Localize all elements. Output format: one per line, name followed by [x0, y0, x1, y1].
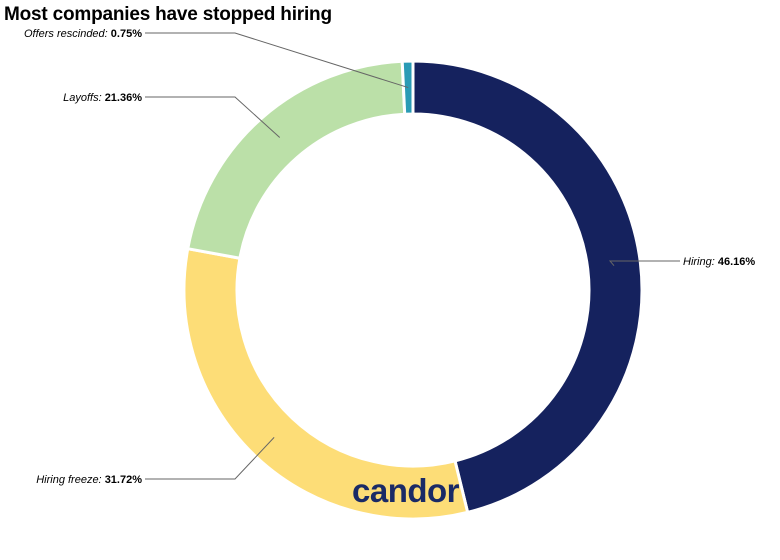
slice-hiring: [411, 59, 644, 515]
leader-hiring: [608, 260, 680, 266]
label-hiring: Hiring: 46.16%: [683, 256, 755, 268]
leader-hiring-freeze: [145, 437, 275, 480]
label-offers-rescinded: Offers rescinded: 0.75%: [24, 28, 142, 40]
label-hiring-freeze: Hiring freeze: 31.72%: [36, 474, 142, 486]
leader-layoffs: [145, 96, 281, 138]
slice-labels: Hiring: 46.16% Hiring freeze: 31.72% Layof…: [24, 28, 755, 486]
slice-layoffs: [186, 59, 407, 260]
label-leader-lines: [145, 32, 680, 480]
candor-logo: candor: [352, 472, 460, 509]
label-layoffs: Layoffs: 21.36%: [63, 92, 142, 104]
donut-slices: [182, 59, 644, 521]
leader-offers-rescinded: [145, 32, 409, 89]
chart-title: Most companies have stopped hiring: [4, 4, 332, 25]
slice-hiring-freeze: [182, 246, 470, 521]
